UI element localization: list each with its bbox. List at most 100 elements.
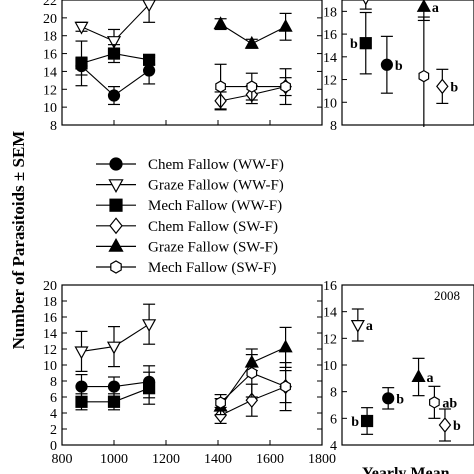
y-tick-label: 10	[323, 359, 337, 374]
y-tick-label: 22	[43, 0, 57, 9]
y-tick-label: 14	[43, 65, 57, 80]
data-point	[382, 392, 395, 405]
data-point	[107, 395, 121, 408]
y-tick-label: 16	[43, 48, 57, 63]
y-tick-label: 4	[330, 439, 337, 454]
legend-label: Graze Fallow (WW-F)	[148, 178, 284, 194]
y-tick-label: 10	[323, 96, 337, 111]
legend-marker	[110, 260, 122, 274]
significance-letter: b	[395, 59, 403, 74]
data-point	[142, 319, 157, 333]
y-tick-label: 18	[43, 30, 57, 45]
plot-frame	[341, 0, 474, 126]
legend-label: Mech Fallow (SW-F)	[148, 260, 276, 276]
data-point	[106, 341, 122, 355]
data-point	[411, 369, 426, 382]
significance-letter: b	[453, 419, 461, 434]
significance-letter: ab	[442, 396, 457, 411]
data-point	[350, 320, 365, 333]
y-tick-label: 8	[50, 119, 57, 134]
data-point	[143, 53, 156, 66]
data-point	[74, 21, 89, 35]
data-point	[278, 18, 293, 32]
y-tick-label: 16	[323, 28, 337, 43]
panel-year-label: 2008	[434, 288, 460, 303]
data-point	[416, 0, 431, 12]
legend-item: Mech Fallow (WW-F)	[96, 198, 282, 214]
y-tick-label: 10	[43, 101, 57, 116]
data-point	[106, 36, 122, 49]
y-tick-label: 12	[43, 83, 57, 98]
y-tick-label: 12	[323, 332, 337, 347]
data-point	[75, 395, 88, 408]
legend-marker	[108, 179, 124, 194]
significance-letter: b	[450, 80, 458, 95]
data-point	[143, 382, 156, 395]
y-tick-label: 6	[330, 412, 337, 427]
data-point	[143, 64, 156, 77]
plot-frame	[61, 0, 323, 126]
data-point	[359, 37, 372, 50]
data-point	[75, 57, 88, 70]
series-triangle-up	[213, 12, 293, 49]
data-point	[436, 78, 449, 95]
data-point	[362, 0, 369, 6]
legend-item: Graze Fallow (SW-F)	[96, 237, 278, 255]
panel-top-right: 8 10 12 14 16 18 b b a b	[323, 0, 474, 134]
significance-letter: b	[350, 37, 358, 52]
series-square	[75, 371, 156, 411]
data-point	[142, 0, 156, 13]
y-tick-label: 14	[323, 51, 337, 66]
data-point	[107, 380, 121, 393]
data-point	[429, 396, 440, 409]
legend-label: Graze Fallow (SW-F)	[148, 239, 278, 255]
y-tick-label: 0	[50, 439, 57, 454]
series-line	[81, 4, 150, 42]
data-point	[214, 407, 227, 424]
data-point	[280, 380, 291, 393]
legend-item: Graze Fallow (WW-F)	[96, 178, 284, 194]
y-tick-label: 14	[43, 327, 57, 342]
significance-letter: a	[432, 1, 439, 16]
data-point	[380, 58, 393, 71]
x-tick-label: 1600	[256, 452, 284, 467]
x-tick-label: 800	[52, 452, 73, 467]
data-point	[360, 414, 374, 428]
legend-marker	[109, 198, 123, 212]
data-point	[246, 80, 258, 93]
y-tick-label: 6	[50, 391, 57, 406]
data-point	[278, 339, 293, 353]
data-point	[438, 417, 452, 433]
points-area	[359, 0, 449, 127]
data-point	[418, 69, 430, 83]
y-tick-label: 12	[323, 74, 337, 89]
x-tick-label: 1000	[100, 452, 128, 467]
y-tick-label: 16	[43, 311, 57, 326]
series-area	[74, 303, 293, 424]
series-hexagon	[214, 63, 292, 110]
legend-label: Chem Fallow (WW-F)	[148, 157, 284, 173]
x-tick-label: 1400	[204, 452, 232, 467]
series-area	[74, 0, 293, 111]
data-point	[75, 380, 88, 393]
legend-item: Chem Fallow (WW-F)	[96, 157, 284, 173]
data-point	[107, 47, 121, 60]
data-point	[74, 346, 89, 360]
data-point	[213, 16, 228, 30]
legend-label: Chem Fallow (SW-F)	[148, 219, 278, 235]
series-hexagon	[214, 348, 292, 412]
data-point	[244, 35, 259, 49]
legend-marker	[108, 237, 124, 252]
legend-marker	[109, 157, 123, 171]
significance-letter: b	[396, 392, 404, 407]
y-tick-label: 8	[330, 386, 337, 401]
y-tick-label: 18	[323, 5, 337, 20]
data-point	[246, 366, 258, 380]
y-tick-label: 12	[43, 343, 57, 358]
legend-marker	[109, 217, 123, 235]
series-square	[75, 40, 156, 87]
significance-letter: a	[427, 371, 434, 386]
